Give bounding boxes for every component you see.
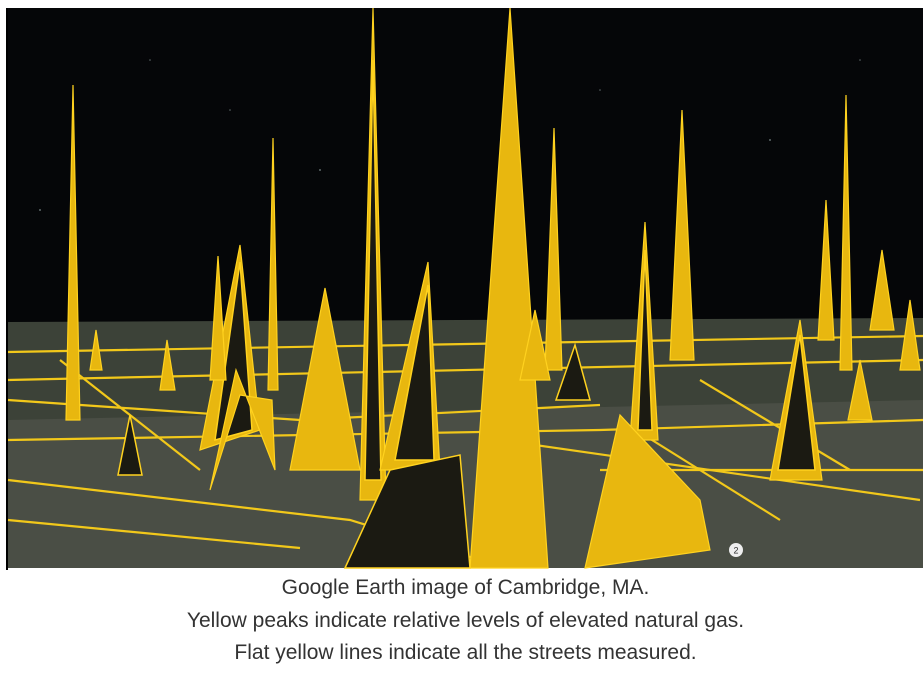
marker-label: 2 [733,545,738,555]
photo: 2 [0,0,923,570]
caption-line: Google Earth image of Cambridge, MA. [8,572,923,605]
caption-line: Yellow peaks indicate relative levels of… [8,605,923,638]
caption-line: Flat yellow lines indicate all the stree… [8,637,923,670]
page: 2 Google Earth image of Cambridge, MA. Y… [0,0,923,675]
caption: Google Earth image of Cambridge, MA. Yel… [8,572,923,670]
